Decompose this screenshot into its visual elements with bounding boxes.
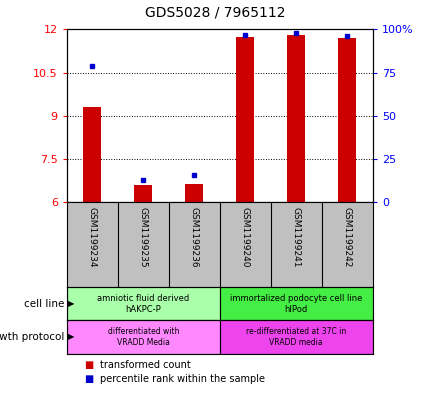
Text: ▶: ▶: [68, 332, 74, 342]
Text: GSM1199241: GSM1199241: [291, 207, 300, 267]
Bar: [134, 185, 152, 202]
Text: GSM1199234: GSM1199234: [88, 207, 97, 267]
Text: cell line: cell line: [24, 299, 64, 309]
Text: GSM1199242: GSM1199242: [342, 207, 351, 267]
Text: transformed count: transformed count: [100, 360, 191, 370]
Text: amniotic fluid derived
hAKPC-P: amniotic fluid derived hAKPC-P: [97, 294, 189, 314]
Text: growth protocol: growth protocol: [0, 332, 64, 342]
Text: GDS5028 / 7965112: GDS5028 / 7965112: [145, 6, 285, 20]
Bar: [236, 37, 254, 202]
Text: ▶: ▶: [68, 299, 74, 308]
Bar: [67, 287, 219, 320]
Text: differentiated with
VRADD Media: differentiated with VRADD Media: [108, 327, 178, 347]
Bar: [338, 38, 356, 202]
Text: GSM1199236: GSM1199236: [189, 207, 198, 267]
Bar: [185, 184, 203, 202]
Bar: [67, 320, 219, 354]
Bar: [287, 35, 304, 202]
Text: GSM1199235: GSM1199235: [138, 207, 147, 267]
Bar: [83, 107, 101, 202]
Text: GSM1199240: GSM1199240: [240, 207, 249, 267]
Text: re-differentiated at 37C in
VRADD media: re-differentiated at 37C in VRADD media: [246, 327, 346, 347]
Text: ■: ■: [84, 374, 93, 384]
Bar: [219, 320, 372, 354]
Bar: [219, 287, 372, 320]
Text: immortalized podocyte cell line
hIPod: immortalized podocyte cell line hIPod: [230, 294, 362, 314]
Text: ■: ■: [84, 360, 93, 370]
Text: percentile rank within the sample: percentile rank within the sample: [100, 374, 265, 384]
